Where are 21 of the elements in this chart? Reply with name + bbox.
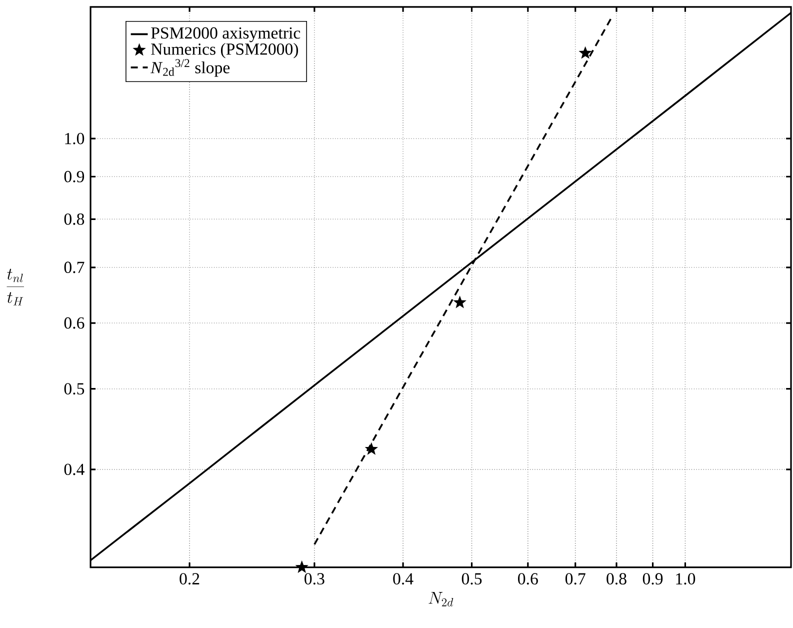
x-tick-label: 0.6	[518, 573, 538, 585]
x-tick-label: 0.4	[393, 573, 414, 585]
y-tick-label: 0.6	[64, 317, 84, 329]
x-tick-label: 0.7	[565, 573, 586, 585]
legend-label: Numerics (PSM2000)	[151, 43, 298, 58]
legend-label: N$_{2d}$$^{3/2}$ slope	[150, 59, 230, 77]
x-tick-label: 0.3	[304, 573, 324, 585]
x-tick-label: 0.2	[180, 573, 200, 585]
x-tick-label: 0.9	[642, 573, 663, 585]
y-tick-label: 0.8	[64, 213, 84, 225]
y-tick-label: 0.4	[64, 464, 84, 476]
y-tick-label: 0.5	[64, 383, 84, 395]
y-tick-label: 1.0	[65, 132, 84, 144]
x-tick-label: 1.0	[676, 573, 696, 585]
legend-label: PSM2000 axisymetric	[151, 27, 300, 42]
y-axis-title: $\frac{t_{nl}}{t_H}$	[6, 268, 24, 306]
x-axis-title: $N_{2d}$	[428, 592, 454, 606]
y-tick-label: 0.9	[64, 170, 84, 182]
x-tick-label: 0.5	[462, 573, 482, 585]
x-tick-label: 0.8	[606, 573, 626, 585]
y-tick-label: 0.7	[64, 262, 84, 274]
